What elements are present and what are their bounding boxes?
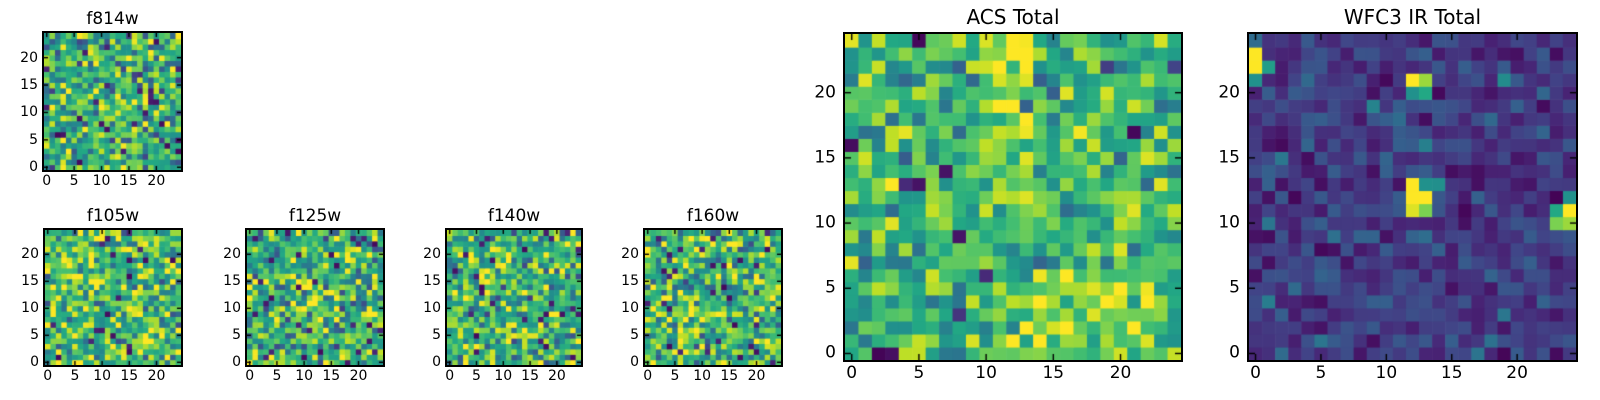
x-tick-label-f140w: 0 (445, 368, 455, 384)
x-tick-label-acs_total: 10 (975, 363, 997, 383)
x-tick-label-f105w: 10 (93, 368, 112, 384)
x-tick-label-f105w: 0 (43, 368, 53, 384)
y-tick-label-f105w: 20 (21, 246, 39, 263)
y-tick-label-f814w: 0 (29, 159, 38, 176)
panel-title-acs-total: ACS Total (966, 5, 1060, 29)
x-tick-label-f125w: 15 (322, 368, 341, 384)
x-tick-label-wfc3_ir_total: 15 (1440, 363, 1463, 383)
y-tick-label-f105w: 0 (30, 354, 39, 371)
panel-f105w: f105w 0 5 10 15 20 0 5 10 15 20 (21, 208, 183, 383)
y-tick-label-f105w: 15 (21, 273, 39, 290)
x-tick-label-f160w: 0 (643, 368, 653, 384)
y-tick-label-acs_total: 20 (814, 82, 836, 103)
y-tick-label-wfc3_ir_total: 20 (1218, 82, 1240, 103)
y-tick-label-wfc3_ir_total: 0 (1229, 342, 1240, 363)
panel-title-wfc3-ir-total: WFC3 IR Total (1343, 5, 1482, 29)
panel-f814w: f814w 0 5 10 15 20 0 5 10 15 20 (20, 11, 183, 188)
y-tick-label-acs_total: 0 (825, 342, 836, 363)
heatmap-f105w (45, 230, 181, 365)
panel-acs-total: ACS Total 0 5 10 15 20 0 5 10 15 20 (814, 7, 1183, 382)
x-tick-label-f814w: 15 (120, 173, 138, 189)
y-tick-label-acs_total: 10 (814, 212, 836, 233)
heatmap-f140w (447, 230, 581, 365)
y-tick-label-f140w: 15 (423, 273, 441, 290)
y-tick-label-f125w: 5 (232, 327, 241, 344)
x-tick-label-wfc3_ir_total: 5 (1315, 363, 1327, 383)
x-tick-label-f140w: 15 (521, 368, 539, 384)
x-tick-label-f814w: 20 (147, 173, 166, 189)
x-tick-label-wfc3_ir_total: 20 (1506, 363, 1528, 383)
panel-wfc3-ir-total: WFC3 IR Total 0 5 10 15 20 0 5 10 15 20 (1218, 7, 1578, 382)
y-tick-label-wfc3_ir_total: 15 (1218, 147, 1240, 168)
x-tick-label-f105w: 15 (120, 368, 139, 384)
x-tick-label-wfc3_ir_total: 0 (1250, 363, 1261, 383)
x-tick-label-f160w: 15 (720, 368, 739, 384)
y-tick-label-f160w: 15 (621, 273, 639, 290)
y-tick-label-f125w: 20 (223, 246, 241, 263)
x-tick-label-f160w: 10 (693, 368, 712, 384)
panel-title-f160w: f160w (686, 206, 740, 226)
y-tick-label-f160w: 0 (630, 354, 639, 371)
heatmap-acs-total (845, 34, 1181, 360)
heatmap-f814w (44, 33, 181, 170)
panel-title-f814w: f814w (86, 9, 139, 29)
y-tick-label-f160w: 10 (621, 300, 639, 317)
y-tick-label-f125w: 15 (223, 273, 241, 290)
y-tick-label-acs_total: 15 (814, 147, 836, 168)
panel-f125w: f125w 0 5 10 15 20 0 5 10 15 20 (223, 208, 385, 383)
x-tick-label-f140w: 20 (547, 368, 566, 384)
x-tick-label-f160w: 5 (670, 368, 680, 384)
x-tick-label-f814w: 0 (42, 173, 52, 189)
y-tick-label-acs_total: 5 (825, 277, 836, 298)
heatmap-wfc3-ir-total (1249, 34, 1576, 360)
x-tick-label-f140w: 5 (472, 368, 481, 384)
y-tick-label-f140w: 10 (423, 300, 441, 317)
heatmap-f160w (645, 230, 781, 365)
y-tick-label-f160w: 5 (630, 327, 639, 344)
x-tick-label-wfc3_ir_total: 10 (1375, 363, 1398, 383)
y-tick-label-wfc3_ir_total: 5 (1229, 277, 1240, 298)
x-tick-label-f814w: 5 (69, 173, 79, 189)
x-tick-label-f814w: 10 (92, 173, 111, 189)
y-tick-label-wfc3_ir_total: 10 (1218, 212, 1240, 233)
x-tick-label-f125w: 20 (349, 368, 368, 384)
x-tick-label-acs_total: 15 (1042, 363, 1065, 383)
x-tick-label-acs_total: 5 (913, 363, 925, 383)
x-tick-label-f140w: 10 (494, 368, 513, 384)
x-tick-label-f160w: 20 (747, 368, 766, 384)
y-tick-label-f125w: 10 (223, 300, 241, 317)
panel-title-f140w: f140w (487, 206, 541, 226)
y-tick-label-f814w: 15 (20, 77, 38, 94)
panel-title-f125w: f125w (288, 206, 342, 226)
x-tick-label-f105w: 20 (147, 368, 166, 384)
panel-f140w: f140w 0 5 10 15 20 0 5 10 15 20 (423, 208, 583, 383)
panel-f160w: f160w 0 5 10 15 20 0 5 10 15 20 (621, 208, 783, 383)
y-tick-label-f125w: 0 (232, 354, 241, 371)
y-tick-label-f140w: 5 (432, 327, 441, 344)
x-tick-label-f125w: 10 (295, 368, 314, 384)
y-tick-label-f140w: 0 (432, 354, 441, 371)
y-tick-label-f140w: 20 (423, 246, 441, 263)
x-tick-label-f125w: 0 (245, 368, 255, 384)
panel-title-f105w: f105w (86, 206, 140, 226)
x-tick-label-acs_total: 0 (846, 363, 858, 383)
x-tick-label-acs_total: 20 (1109, 363, 1132, 383)
x-tick-label-f125w: 5 (272, 368, 282, 384)
y-tick-label-f814w: 5 (29, 131, 38, 148)
x-tick-label-f105w: 5 (70, 368, 80, 384)
y-tick-label-f814w: 20 (20, 49, 38, 66)
y-tick-label-f105w: 10 (21, 300, 39, 317)
heatmap-f125w (247, 230, 383, 365)
y-tick-label-f160w: 20 (621, 246, 639, 263)
y-tick-label-f814w: 10 (20, 104, 38, 121)
y-tick-label-f105w: 5 (30, 327, 39, 344)
